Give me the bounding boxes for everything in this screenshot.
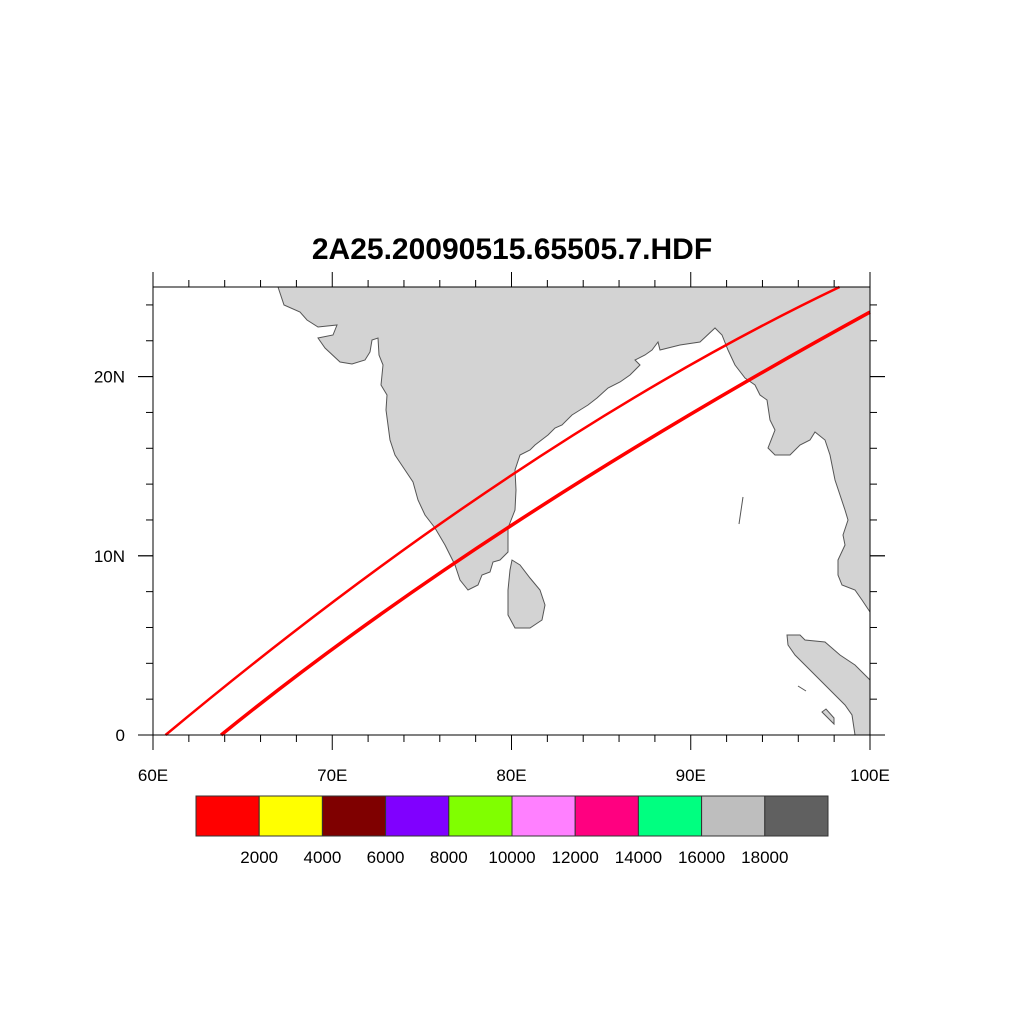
swath-left-edge <box>164 285 841 736</box>
land-small-island <box>821 708 835 726</box>
land-sumatra-malaya <box>786 634 871 736</box>
land-andaman <box>738 496 744 525</box>
colorbar-swatch <box>764 795 829 837</box>
plot-title: 2A25.20090515.65505.7.HDF <box>311 233 713 266</box>
colorbar-swatch <box>511 795 576 837</box>
colorbar-swatch <box>637 795 703 837</box>
colorbar-swatch <box>574 795 639 837</box>
land-nicobar <box>797 685 807 692</box>
colorbar-swatch <box>385 795 450 837</box>
colorbar-swatch <box>701 795 766 837</box>
x-tick-label: 100E <box>850 766 890 785</box>
x-tick-label: 60E <box>138 766 168 785</box>
colorbar-label: 10000 <box>488 848 535 867</box>
colorbar-label: 4000 <box>303 848 341 867</box>
land <box>277 286 871 736</box>
swath-right-edge <box>220 310 871 737</box>
colorbar-label: 16000 <box>678 848 725 867</box>
colorbar-swatch <box>321 795 387 837</box>
colorbar-label: 18000 <box>741 848 788 867</box>
y-axis-labels: 0 10N 20N <box>94 368 125 745</box>
x-tick-label: 80E <box>496 766 526 785</box>
colorbar-label: 12000 <box>552 848 599 867</box>
colorbar-label: 14000 <box>615 848 662 867</box>
colorbar-label: 2000 <box>240 848 278 867</box>
colorbar-label: 8000 <box>430 848 468 867</box>
colorbar: 2000 4000 6000 8000 10000 12000 14000 16000 1800… <box>195 795 829 867</box>
x-tick-label: 70E <box>317 766 347 785</box>
colorbar-swatch <box>195 795 260 837</box>
y-tick-label: 0 <box>116 726 125 745</box>
colorbar-swatch <box>258 795 323 837</box>
y-tick-label: 20N <box>94 368 125 387</box>
x-axis-labels: 60E 70E 80E 90E 100E <box>138 766 890 785</box>
colorbar-label: 6000 <box>367 848 405 867</box>
swath-edges <box>164 285 871 737</box>
axis-ticks <box>138 272 885 750</box>
colorbar-swatch <box>448 795 513 837</box>
land-india <box>277 286 871 614</box>
x-tick-label: 90E <box>676 766 706 785</box>
land-sri-lanka <box>507 559 546 629</box>
y-tick-label: 10N <box>94 547 125 566</box>
